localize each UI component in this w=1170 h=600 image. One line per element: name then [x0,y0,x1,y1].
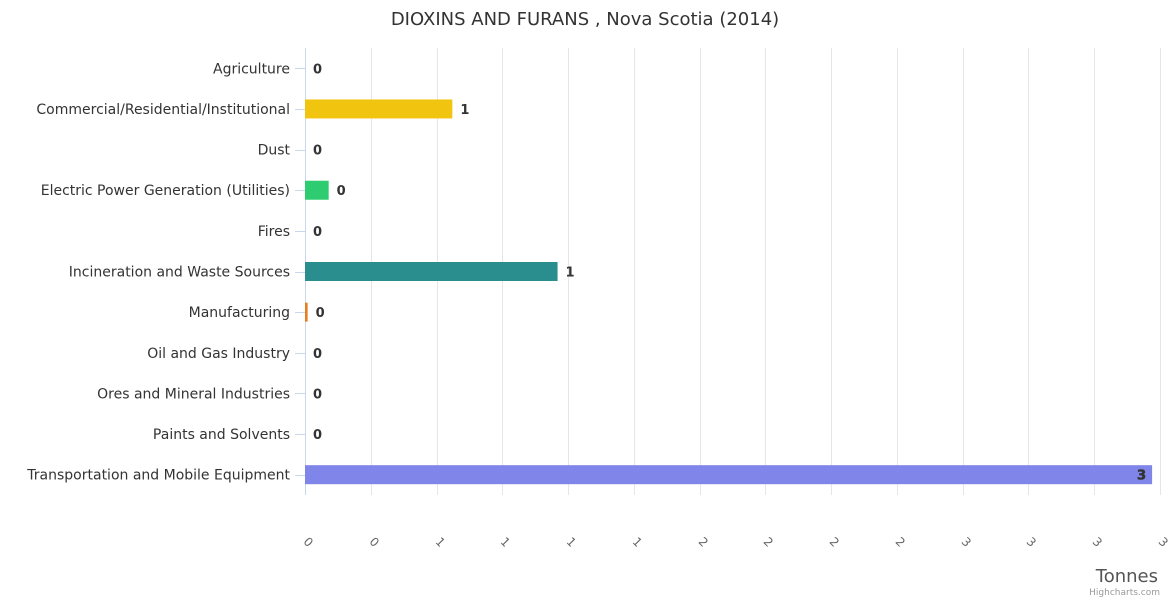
data-label: 3 [1137,469,1146,484]
data-label: 0 [313,144,322,159]
x-tick-label: 0 [301,535,316,550]
bar[interactable] [305,180,329,200]
x-axis-ticks: 0 0 1 1 1 1 2 2 2 2 3 3 3 3 [301,535,1170,550]
data-label: 0 [313,347,322,362]
category-labels: Agriculture Commercial/Residential/Instit… [26,61,305,484]
x-tick-label: 1 [564,535,579,550]
category-label: Agriculture [213,61,290,77]
category-label: Oil and Gas Industry [147,346,290,362]
x-tick-label: 2 [893,535,908,550]
bar[interactable] [305,99,453,119]
category-label: Manufacturing [189,305,290,321]
category-label: Transportation and Mobile Equipment [26,468,290,484]
credits-link[interactable]: Highcharts.com [1089,588,1160,598]
category-label: Ores and Mineral Industries [97,386,290,402]
bar[interactable] [305,302,308,322]
bar[interactable] [305,465,1153,485]
x-tick-label: 2 [827,535,842,550]
x-tick-label: 3 [1090,535,1105,550]
category-label: Electric Power Generation (Utilities) [41,183,290,199]
data-label: 0 [313,428,322,443]
data-label: 0 [313,387,322,402]
category-label: Incineration and Waste Sources [69,265,290,281]
chart-title: DIOXINS AND FURANS , Nova Scotia (2014) [391,9,779,30]
data-label: 1 [460,103,469,118]
x-tick-label: 1 [433,535,448,550]
data-label: 0 [313,62,322,77]
category-label: Paints and Solvents [153,427,290,443]
data-label: 0 [313,225,322,240]
category-label: Commercial/Residential/Institutional [36,102,290,118]
gridlines [305,48,1161,495]
x-tick-label: 2 [761,535,776,550]
data-label: 0 [316,306,325,321]
x-tick-label: 2 [696,535,711,550]
category-label: Dust [258,143,291,159]
data-label: 1 [566,266,575,281]
bar[interactable] [305,262,558,281]
x-tick-label: 3 [1156,535,1170,550]
x-tick-label: 1 [498,535,513,550]
x-tick-label: 1 [630,535,645,550]
value-axis-title: Tonnes [1095,566,1158,587]
category-label: Fires [258,224,290,240]
bars [305,99,1153,485]
x-tick-label: 3 [959,535,974,550]
x-tick-label: 0 [367,535,382,550]
data-label: 0 [337,184,346,199]
x-tick-label: 3 [1024,535,1039,550]
data-labels: 0 1 0 0 0 1 0 0 0 0 3 [313,62,1146,484]
